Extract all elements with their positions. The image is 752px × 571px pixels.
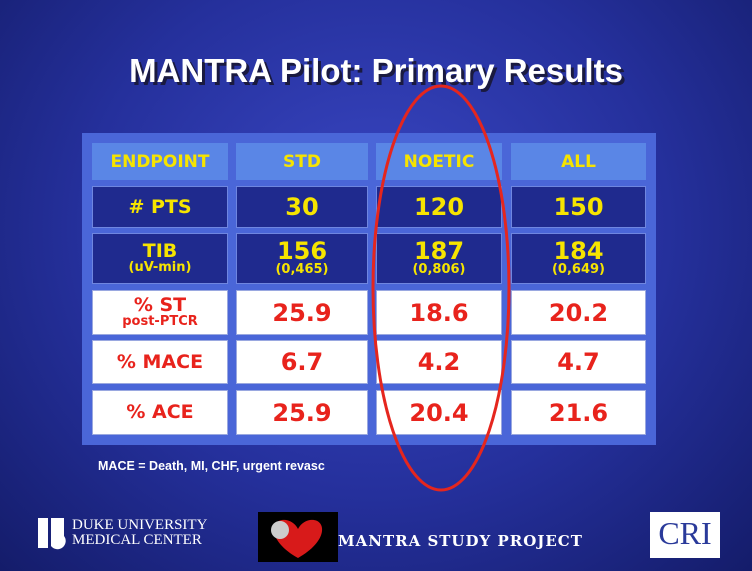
footnote: MACE = Death, MI, CHF, urgent revasc	[98, 459, 325, 473]
footer-center: MANTRA STUDY PROJECT	[338, 532, 583, 550]
duke-logo	[36, 516, 66, 552]
footer-right: CRI	[650, 512, 720, 558]
slide: MANTRA Pilot: Primary Results ENDPOINTST…	[0, 0, 752, 571]
heart-logo	[258, 512, 338, 562]
footer-left: DUKE UNIVERSITY MEDICAL CENTER	[72, 518, 232, 548]
highlight-ellipse	[0, 0, 752, 571]
